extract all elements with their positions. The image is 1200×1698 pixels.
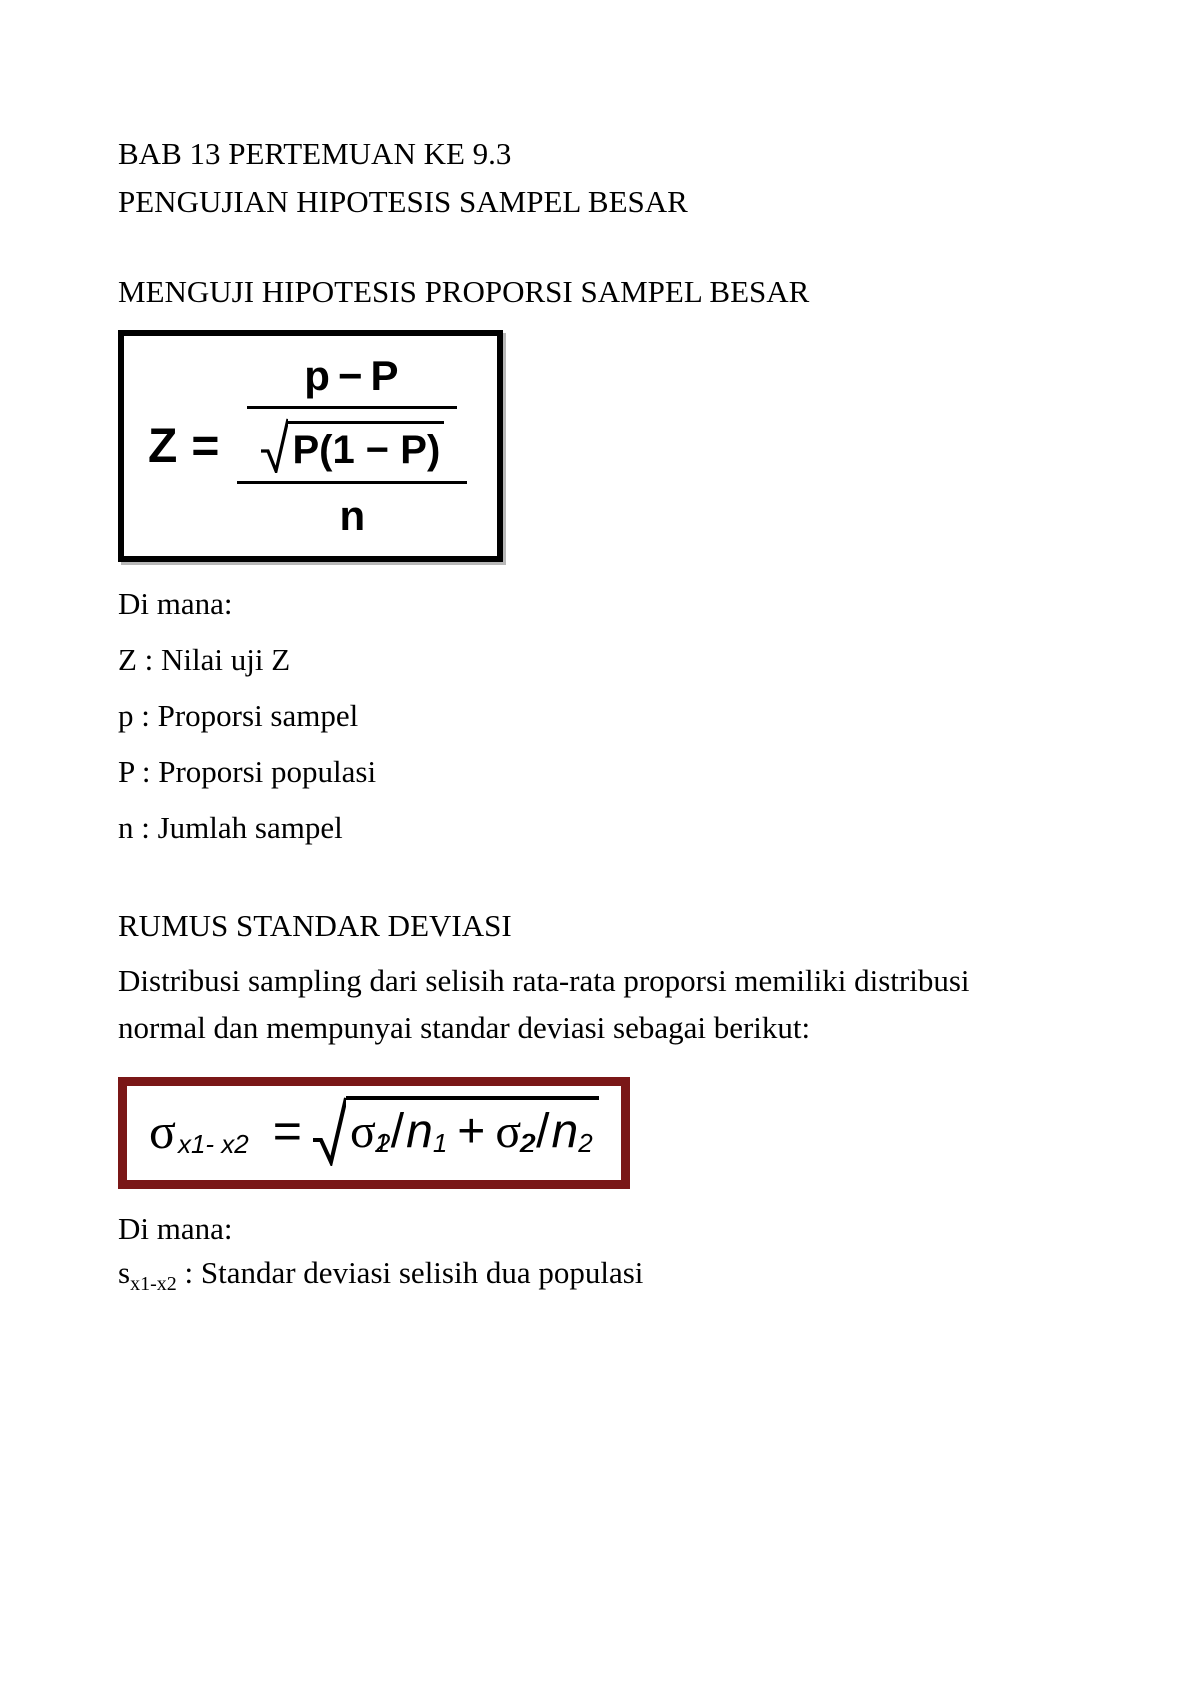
eq2-sigma2: σ [495, 1104, 521, 1159]
eq1-fraction-outer: p−P P(1 − P) n [237, 352, 467, 540]
eq1-num-cap-p: P [370, 352, 400, 399]
section1-def-2: P : Proporsi populasi [118, 748, 1090, 796]
def-symbol-base: s [118, 1255, 130, 1290]
eq2-sqrt: σ21 / n1 + σ22 / n2 [312, 1096, 599, 1166]
document-page: BAB 13 PERTEMUAN KE 9.3 PENGUJIAN HIPOTE… [0, 0, 1200, 1405]
eq2-plus: + [457, 1104, 485, 1159]
section1-def-1: p : Proporsi sampel [118, 692, 1090, 740]
section2-where-label: Di mana: [118, 1211, 1090, 1247]
eq2-sub1a: 1 [374, 1128, 388, 1159]
def-symbol-sub: x1-x2 [130, 1274, 177, 1296]
section2-paragraph: Distribusi sampling dari selisih rata-ra… [118, 958, 1018, 1051]
section1-where-label: Di mana: [118, 580, 1090, 628]
eq1-numerator: p−P [294, 352, 410, 402]
chapter-title-line2: PENGUJIAN HIPOTESIS SAMPEL BESAR [118, 178, 1090, 226]
eq1-num-minus: − [338, 352, 365, 399]
radical-icon [312, 1096, 346, 1166]
eq2-slash2: / [536, 1104, 549, 1159]
eq1-lhs: Z [148, 419, 177, 474]
section1-def-0: Z : Nilai uji Z [118, 636, 1090, 684]
formula-box-std-dev: σx1- x2 = σ21 / n1 + σ22 / n2 [118, 1077, 630, 1189]
eq1-num-p: p [304, 352, 332, 399]
eq2-lhs: σx1- x2 [149, 1102, 249, 1160]
section1-heading: MENGUJI HIPOTESIS PROPORSI SAMPEL BESAR [118, 274, 1090, 310]
eq2-n2: n [551, 1104, 578, 1159]
eq1-denominator-group: P(1 − P) n [237, 413, 467, 540]
eq2-radicand: σ21 / n1 + σ22 / n2 [346, 1100, 599, 1159]
eq1-n: n [340, 492, 366, 540]
std-dev-equation: σx1- x2 = σ21 / n1 + σ22 / n2 [149, 1096, 599, 1166]
section2-heading: RUMUS STANDAR DEVIASI [118, 908, 1090, 944]
section1-def-3: n : Jumlah sampel [118, 804, 1090, 852]
radical-icon [260, 417, 288, 473]
eq1-sqrt: P(1 − P) [260, 417, 444, 473]
eq2-sub-lhs: x1- x2 [178, 1129, 249, 1160]
eq2-n1: n [406, 1104, 433, 1159]
formula-box-z-test: Z = p−P P(1 − P) [118, 330, 503, 562]
def-text: : Standar deviasi selisih dua populasi [177, 1255, 644, 1290]
eq1-radicand: P(1 − P) [288, 424, 444, 473]
eq2-sub2b: 2 [578, 1128, 592, 1159]
eq1-equals: = [191, 419, 219, 474]
z-test-equation: Z = p−P P(1 − P) [148, 352, 467, 540]
eq1-fraction-bar-top [247, 406, 457, 409]
section2-def: sx1-x2 : Standar deviasi selisih dua pop… [118, 1255, 1090, 1296]
eq2-sigma1: σ [350, 1104, 376, 1159]
eq2-equals: = [273, 1102, 302, 1160]
eq2-sigma-lhs: σ [149, 1102, 176, 1160]
eq2-sub2a: 2 [520, 1128, 534, 1159]
eq2-slash1: / [391, 1104, 404, 1159]
eq2-sub1b: 1 [433, 1128, 447, 1159]
eq1-fraction-bar-bottom [237, 481, 467, 484]
chapter-title-line1: BAB 13 PERTEMUAN KE 9.3 [118, 130, 1090, 178]
